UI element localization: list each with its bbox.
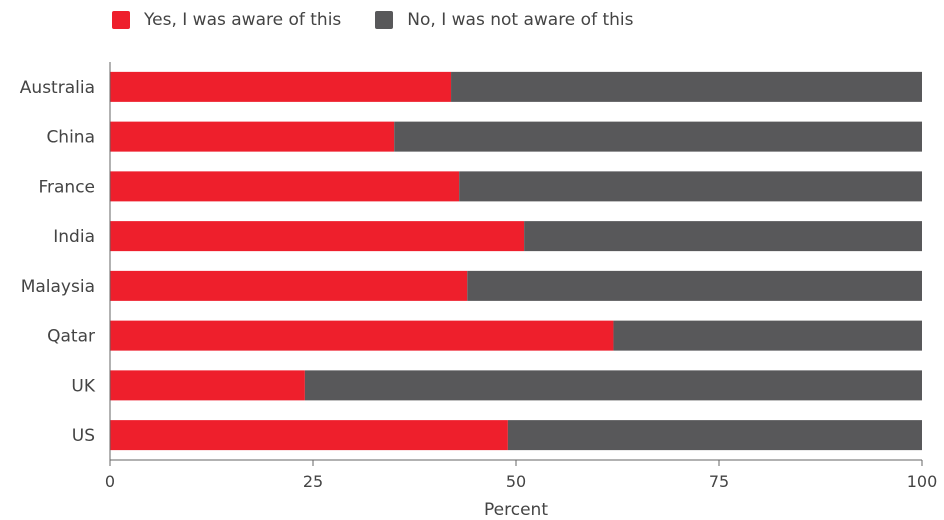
legend-item-yes: Yes, I was aware of this <box>112 10 341 30</box>
bar-australia-yes <box>110 71 452 102</box>
legend-item-no: No, I was not aware of this <box>375 10 633 30</box>
category-label-france: France <box>38 177 95 197</box>
x-tick-label-25: 25 <box>303 472 323 491</box>
bar-india-no <box>524 221 922 252</box>
x-tick-label-75: 75 <box>709 472 729 491</box>
category-label-india: India <box>53 227 95 247</box>
bar-china-yes <box>110 121 395 152</box>
bar-malaysia-no <box>467 270 922 301</box>
category-label-us: US <box>72 426 95 446</box>
bar-france-no <box>459 171 922 202</box>
x-tick-label-50: 50 <box>506 472 526 491</box>
bar-us-no <box>507 420 922 451</box>
category-label-australia: Australia <box>20 78 95 98</box>
category-label-china: China <box>46 128 95 148</box>
bar-qatar-yes <box>110 320 614 351</box>
category-label-qatar: Qatar <box>47 327 95 347</box>
bar-uk-yes <box>110 370 305 401</box>
legend-label-no: No, I was not aware of this <box>407 10 634 30</box>
legend-label-yes: Yes, I was aware of this <box>144 10 342 30</box>
x-axis-title: Percent <box>484 500 548 520</box>
legend-swatch-yes <box>112 11 130 29</box>
x-tick-label-100: 100 <box>907 472 938 491</box>
x-tick-label-0: 0 <box>105 472 115 491</box>
legend: Yes, I was aware of this No, I was not a… <box>112 10 667 30</box>
bar-china-no <box>394 121 922 152</box>
legend-swatch-no <box>375 11 394 29</box>
category-label-malaysia: Malaysia <box>21 277 95 297</box>
bar-uk-no <box>304 370 922 401</box>
bar-malaysia-yes <box>110 270 468 301</box>
bar-india-yes <box>110 221 525 252</box>
bar-france-yes <box>110 171 460 202</box>
bar-qatar-no <box>613 320 922 351</box>
category-label-uk: UK <box>71 376 95 396</box>
bar-australia-no <box>451 71 922 102</box>
bar-us-yes <box>110 420 508 451</box>
